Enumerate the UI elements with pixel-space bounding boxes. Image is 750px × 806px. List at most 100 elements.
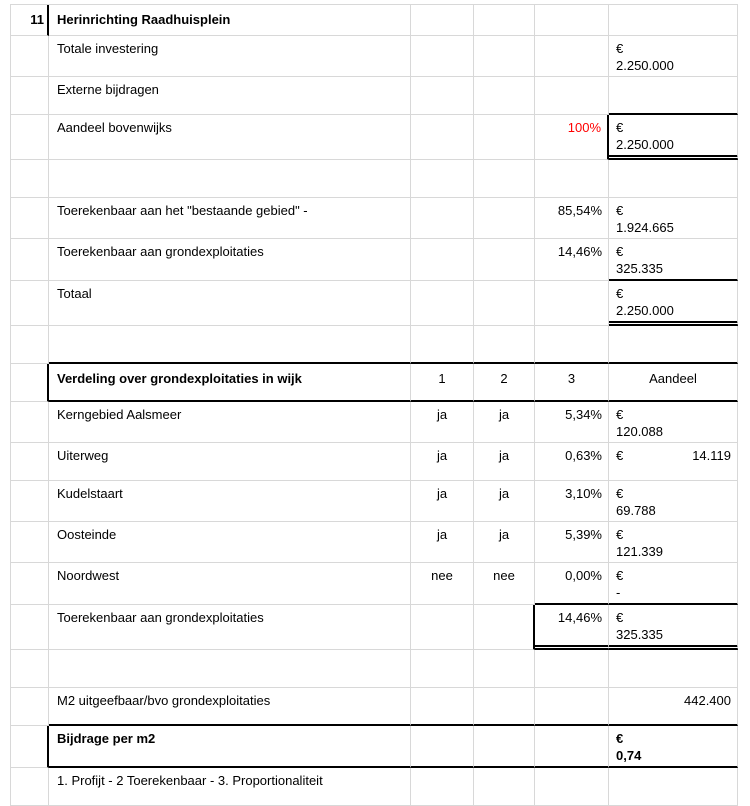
empty-cell[interactable] <box>11 688 49 726</box>
empty-cell[interactable] <box>535 160 609 198</box>
empty-cell[interactable] <box>411 77 474 115</box>
empty-cell[interactable] <box>49 160 411 198</box>
empty-cell[interactable] <box>411 605 474 650</box>
empty-cell[interactable] <box>11 198 49 239</box>
empty-cell[interactable] <box>609 650 738 688</box>
label-toerekenbaar-grondexpl[interactable]: Toerekenbaar aan grondexploitaties <box>49 239 411 281</box>
empty-cell[interactable] <box>474 198 535 239</box>
empty-cell[interactable] <box>474 5 535 36</box>
label-aandeel-bovenwijks[interactable]: Aandeel bovenwijks <box>49 115 411 160</box>
amount-wijk[interactable]: €14.119 <box>609 443 738 481</box>
row-number-cell[interactable]: 11 <box>11 5 49 36</box>
empty-cell[interactable] <box>11 481 49 522</box>
empty-cell[interactable] <box>411 768 474 806</box>
label-bijdrage[interactable]: Bijdrage per m2 <box>49 726 411 768</box>
label-m2[interactable]: M2 uitgeefbaar/bvo grondexploitaties <box>49 688 411 726</box>
empty-cell[interactable] <box>535 281 609 326</box>
empty-cell[interactable] <box>474 688 535 726</box>
empty-cell[interactable] <box>411 726 474 768</box>
empty-cell[interactable] <box>474 605 535 650</box>
empty-cell[interactable] <box>411 198 474 239</box>
pct-wijk[interactable]: 0,00% <box>535 563 609 605</box>
crit1-value[interactable]: ja <box>411 522 474 563</box>
empty-cell[interactable] <box>474 36 535 77</box>
empty-cell[interactable] <box>11 563 49 605</box>
empty-cell[interactable] <box>11 522 49 563</box>
empty-cell[interactable] <box>11 443 49 481</box>
empty-cell[interactable] <box>411 281 474 326</box>
empty-cell[interactable] <box>535 768 609 806</box>
amount-toerekenbaar-bestaand[interactable]: €1.924.665 <box>609 198 738 239</box>
crit2-value[interactable]: ja <box>474 522 535 563</box>
empty-cell[interactable] <box>11 364 49 402</box>
crit1-value[interactable]: ja <box>411 481 474 522</box>
pct-wijk[interactable]: 0,63% <box>535 443 609 481</box>
header-verdeling-label[interactable]: Verdeling over grondexploitaties in wijk <box>49 364 411 402</box>
empty-cell[interactable] <box>535 77 609 115</box>
crit1-value[interactable]: ja <box>411 443 474 481</box>
empty-cell[interactable] <box>11 326 49 364</box>
amount-wijk[interactable]: €121.339 <box>609 522 738 563</box>
label-wijk[interactable]: Kerngebied Aalsmeer <box>49 402 411 443</box>
label-verdeling-subtotal[interactable]: Toerekenbaar aan grondexploitaties <box>49 605 411 650</box>
label-wijk[interactable]: Uiterweg <box>49 443 411 481</box>
crit2-value[interactable]: ja <box>474 481 535 522</box>
sheet-title-cell[interactable]: Herinrichting Raadhuisplein <box>49 5 411 36</box>
empty-cell[interactable] <box>535 650 609 688</box>
amount-totale-investering[interactable]: €2.250.000 <box>609 36 738 77</box>
empty-cell[interactable] <box>11 77 49 115</box>
pct-toerekenbaar-bestaand[interactable]: 85,54% <box>535 198 609 239</box>
label-wijk[interactable]: Noordwest <box>49 563 411 605</box>
amount-toerekenbaar-grondexpl[interactable]: €325.335 <box>609 239 738 281</box>
label-totaal[interactable]: Totaal <box>49 281 411 326</box>
empty-cell[interactable] <box>474 160 535 198</box>
crit2-value[interactable]: nee <box>474 563 535 605</box>
empty-cell[interactable] <box>474 650 535 688</box>
crit1-value[interactable]: ja <box>411 402 474 443</box>
empty-cell[interactable] <box>411 326 474 364</box>
empty-cell[interactable] <box>49 326 411 364</box>
empty-cell[interactable] <box>411 115 474 160</box>
empty-cell[interactable] <box>11 768 49 806</box>
empty-cell[interactable] <box>609 5 738 36</box>
label-externe-bijdragen[interactable]: Externe bijdragen <box>49 77 411 115</box>
empty-cell[interactable] <box>609 160 738 198</box>
empty-cell[interactable] <box>411 160 474 198</box>
amount-wijk[interactable]: €69.788 <box>609 481 738 522</box>
empty-cell[interactable] <box>11 605 49 650</box>
amount-bijdrage[interactable]: €0,74 <box>609 726 738 768</box>
empty-cell[interactable] <box>474 726 535 768</box>
empty-cell[interactable] <box>11 160 49 198</box>
empty-cell[interactable] <box>609 768 738 806</box>
pct-verdeling-subtotal[interactable]: 14,46% <box>535 605 609 650</box>
empty-cell[interactable] <box>11 650 49 688</box>
empty-cell[interactable] <box>49 650 411 688</box>
label-wijk[interactable]: Oosteinde <box>49 522 411 563</box>
empty-cell[interactable] <box>11 115 49 160</box>
empty-cell[interactable] <box>535 326 609 364</box>
empty-cell[interactable] <box>474 768 535 806</box>
amount-wijk[interactable]: €120.088 <box>609 402 738 443</box>
empty-cell[interactable] <box>474 239 535 281</box>
header-col-1[interactable]: 1 <box>411 364 474 402</box>
empty-cell[interactable] <box>474 281 535 326</box>
pct-toerekenbaar-grondexpl[interactable]: 14,46% <box>535 239 609 281</box>
amount-wijk[interactable]: € - <box>609 563 738 605</box>
empty-cell[interactable] <box>609 77 738 115</box>
amount-totaal[interactable]: €2.250.000 <box>609 281 738 326</box>
empty-cell[interactable] <box>411 650 474 688</box>
empty-cell[interactable] <box>535 688 609 726</box>
crit2-value[interactable]: ja <box>474 402 535 443</box>
empty-cell[interactable] <box>411 36 474 77</box>
empty-cell[interactable] <box>411 5 474 36</box>
empty-cell[interactable] <box>535 5 609 36</box>
crit1-value[interactable]: nee <box>411 563 474 605</box>
empty-cell[interactable] <box>535 36 609 77</box>
crit2-value[interactable]: ja <box>474 443 535 481</box>
empty-cell[interactable] <box>11 36 49 77</box>
empty-cell[interactable] <box>474 115 535 160</box>
empty-cell[interactable] <box>11 402 49 443</box>
amount-verdeling-subtotal[interactable]: €325.335 <box>609 605 738 650</box>
header-col-2[interactable]: 2 <box>474 364 535 402</box>
empty-cell[interactable] <box>411 688 474 726</box>
